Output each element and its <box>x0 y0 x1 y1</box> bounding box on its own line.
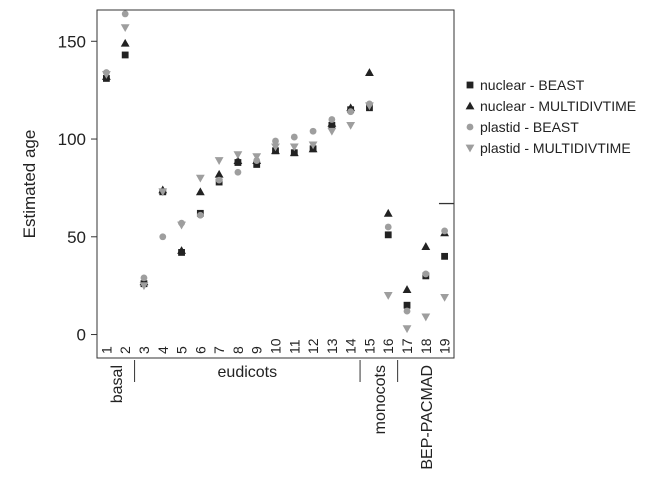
data-point-circle <box>403 307 411 315</box>
data-point-square <box>403 301 411 309</box>
data-point-triangle-up <box>365 68 374 76</box>
x-tick-label: 8 <box>230 346 246 354</box>
data-point-triangle-down <box>327 127 337 136</box>
data-point-triangle-up <box>214 169 224 178</box>
legend-marker-circle <box>466 123 474 131</box>
x-tick-label: 13 <box>324 338 340 354</box>
data-point-triangle-down <box>101 71 111 79</box>
x-tick-label: 18 <box>418 338 434 354</box>
data-point-square <box>384 231 392 239</box>
data-point-triangle-up <box>421 242 431 250</box>
data-point-triangle-down <box>120 24 130 32</box>
x-tick-label: 15 <box>361 338 377 354</box>
x-tick-labels: 1 2 3 4 5 6 7 8 9 10 11 12 13 14 15 16 17 18 19 <box>98 338 452 354</box>
data-point-triangle-down <box>214 157 224 165</box>
group-label: BEP-PACMAD <box>419 365 436 470</box>
legend-marker-triangle-up <box>465 101 475 110</box>
x-tick-label: 10 <box>268 338 284 354</box>
y-tick-label: 100 <box>58 130 86 149</box>
data-point-circle <box>384 223 392 231</box>
data-point-triangle-down <box>233 151 243 160</box>
data-point-triangle-up <box>289 148 299 157</box>
data-point-circle <box>422 270 430 278</box>
x-tick-label: 16 <box>380 338 396 354</box>
data-point-triangle-down <box>139 282 149 291</box>
data-point-circle <box>347 108 355 116</box>
x-tick-label: 14 <box>343 338 359 354</box>
data-point-circle <box>328 116 336 123</box>
legend-marker-triangle-down <box>465 144 475 153</box>
data-point-triangle-down <box>195 174 205 183</box>
y-axis: 0 50 100 150 <box>58 32 97 345</box>
data-point-circle <box>159 233 167 241</box>
data-point-square <box>441 252 449 260</box>
data-point-triangle-down <box>365 102 374 111</box>
data-point-triangle-up <box>233 156 243 164</box>
data-point-circle <box>196 211 204 219</box>
data-point-circle <box>272 137 279 145</box>
group-label: monocots <box>372 365 389 434</box>
data-point-triangle-down <box>308 141 318 150</box>
x-tick-label: 2 <box>117 346 133 354</box>
x-tick-label: 19 <box>437 338 453 354</box>
data-point-circle <box>140 274 148 282</box>
data-point-circle <box>290 133 298 141</box>
data-point-circle <box>234 168 242 176</box>
data-point-triangle-down <box>440 293 450 302</box>
plot-frame <box>96 9 455 359</box>
data-point-circle <box>309 127 317 135</box>
data-point-triangle-down <box>177 221 186 230</box>
data-point-triangle-down <box>421 313 431 322</box>
data-point-circle <box>441 227 449 235</box>
y-tick-label: 50 <box>67 228 86 247</box>
data-point-triangle-down <box>289 143 299 152</box>
data-point-circle <box>215 176 223 184</box>
x-tick-label: 12 <box>305 338 321 354</box>
x-tick-label: 4 <box>155 346 171 354</box>
x-tick-label: 6 <box>192 346 208 354</box>
legend-label: plastid - MULTIDIVTIME <box>480 140 631 156</box>
group-label: basal <box>109 365 126 403</box>
data-point-triangle-up <box>195 187 205 196</box>
y-tick-label: 150 <box>58 32 86 51</box>
data-point-triangle-up <box>120 38 130 47</box>
legend-label: plastid - BEAST <box>480 119 579 135</box>
data-point-triangle-down <box>252 153 262 162</box>
data-points <box>101 10 450 334</box>
data-point-triangle-down <box>383 292 393 300</box>
data-point-triangle-down <box>158 188 168 197</box>
x-tick-label: 11 <box>286 339 302 354</box>
x-tick-label: 1 <box>98 346 114 354</box>
legend-marker-square <box>466 81 474 89</box>
legend-label: nuclear - MULTIDIVTIME <box>480 98 636 114</box>
group-label: eudicots <box>218 364 278 381</box>
x-tick-label: 7 <box>211 346 227 354</box>
data-point-square <box>121 51 129 59</box>
data-point-square <box>253 161 261 168</box>
group-labels: basal eudicots monocots BEP-PACMAD <box>109 360 436 470</box>
data-point-triangle-up <box>177 246 186 254</box>
legend-label: nuclear - BEAST <box>480 77 585 93</box>
x-tick-label: 9 <box>249 346 265 354</box>
y-tick-label: 0 <box>77 326 86 345</box>
data-point-triangle-up <box>402 285 412 293</box>
x-tick-label: 17 <box>399 338 415 354</box>
x-tick-label: 5 <box>174 346 190 354</box>
y-axis-label: Estimated age <box>20 130 39 239</box>
data-point-triangle-up <box>383 208 393 217</box>
data-point-triangle-down <box>346 121 356 130</box>
data-point-triangle-down <box>402 325 412 334</box>
x-tick-label: 3 <box>136 346 152 354</box>
data-point-triangle-down <box>271 143 280 152</box>
data-point-triangle-up <box>327 118 337 127</box>
legend: nuclear - BEAST nuclear - MULTIDIVTIME pla… <box>465 77 636 156</box>
data-point-circle <box>121 10 129 18</box>
